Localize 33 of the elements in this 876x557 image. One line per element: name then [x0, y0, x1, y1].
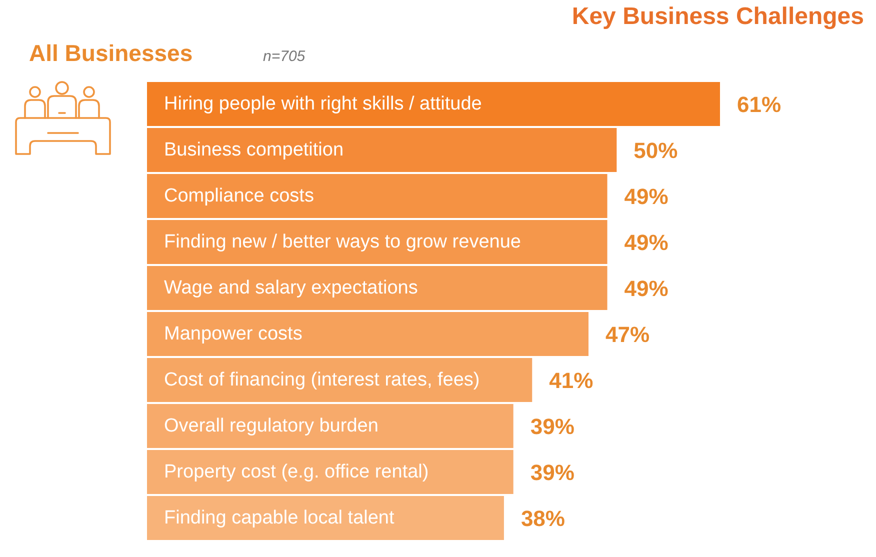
bar [147, 220, 608, 264]
y-tick-label: Business competition [164, 140, 344, 160]
bar [147, 266, 608, 310]
text: n=705 [263, 48, 306, 65]
bar [147, 450, 514, 494]
bar [147, 128, 617, 172]
y-tick-label: Overall regulatory burden [164, 416, 378, 436]
chart-subtitle: All Businesses [29, 40, 193, 67]
bar [147, 358, 532, 402]
bar [147, 82, 720, 126]
y-tick-label: Hiring people with right skills / attitude [164, 94, 482, 114]
data-label: 39% [530, 460, 574, 485]
y-tick-label: Wage and salary expectations [164, 278, 418, 298]
y-tick-label: Cost of financing (interest rates, fees) [164, 370, 480, 390]
bar [147, 496, 504, 540]
data-label: 39% [530, 414, 574, 439]
data-label: 41% [549, 368, 594, 393]
y-tick-label: Manpower costs [164, 324, 302, 344]
y-tick-label: Property cost (e.g. office rental) [164, 462, 429, 482]
data-label: 50% [634, 138, 678, 163]
data-label: 61% [737, 92, 782, 117]
data-label: 49% [624, 184, 668, 209]
data-label: 47% [605, 322, 650, 347]
data-label: 49% [624, 276, 668, 301]
y-tick-label: Compliance costs [164, 186, 314, 206]
bar [147, 312, 588, 356]
data-label: 49% [624, 230, 668, 255]
data-label: 38% [520, 506, 565, 531]
bar [147, 174, 608, 218]
chart-title: Key Business Challenges [572, 3, 864, 31]
y-tick-label: Finding capable local talent [164, 508, 395, 528]
y-tick-label: Finding new / better ways to grow revenue [164, 232, 521, 252]
bar [147, 404, 514, 448]
